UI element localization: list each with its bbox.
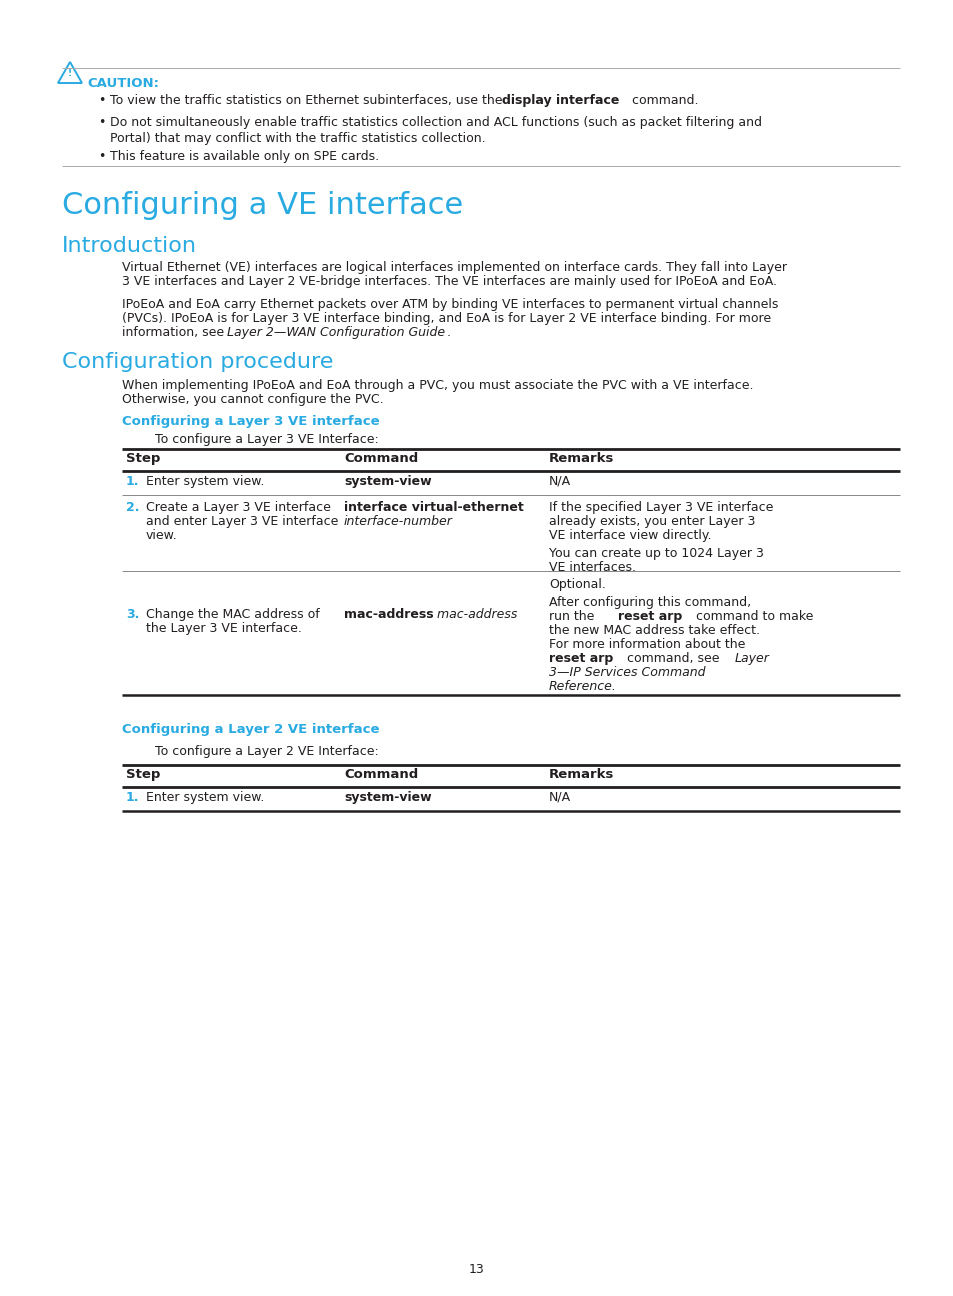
Text: system-view: system-view bbox=[344, 791, 431, 804]
Text: already exists, you enter Layer 3: already exists, you enter Layer 3 bbox=[548, 515, 755, 527]
Text: Reference.: Reference. bbox=[548, 680, 617, 693]
Text: N/A: N/A bbox=[548, 476, 571, 489]
Text: Portal) that may conflict with the traffic statistics collection.: Portal) that may conflict with the traff… bbox=[110, 132, 485, 145]
Text: Create a Layer 3 VE interface: Create a Layer 3 VE interface bbox=[146, 502, 331, 515]
Text: Command: Command bbox=[344, 452, 417, 465]
Text: For more information about the: For more information about the bbox=[548, 638, 744, 651]
Text: Layer: Layer bbox=[734, 652, 769, 665]
Text: •: • bbox=[98, 117, 105, 130]
Text: interface virtual-ethernet: interface virtual-ethernet bbox=[344, 502, 523, 515]
Text: .: . bbox=[447, 327, 451, 340]
Text: Command: Command bbox=[344, 769, 417, 781]
Text: 2.: 2. bbox=[126, 502, 139, 515]
Text: command to make: command to make bbox=[691, 610, 813, 623]
Text: •: • bbox=[98, 150, 105, 163]
Text: •: • bbox=[98, 95, 105, 108]
Text: Optional.: Optional. bbox=[548, 578, 605, 591]
Text: Introduction: Introduction bbox=[62, 236, 196, 257]
Text: VE interfaces.: VE interfaces. bbox=[548, 561, 636, 574]
Text: To configure a Layer 3 VE Interface:: To configure a Layer 3 VE Interface: bbox=[154, 433, 378, 446]
Text: Change the MAC address of: Change the MAC address of bbox=[146, 608, 319, 621]
Text: mac-address: mac-address bbox=[433, 608, 517, 621]
Text: reset arp: reset arp bbox=[548, 652, 613, 665]
Text: VE interface view directly.: VE interface view directly. bbox=[548, 529, 711, 542]
Text: command.: command. bbox=[627, 95, 698, 108]
Text: After configuring this command,: After configuring this command, bbox=[548, 596, 750, 609]
Text: Virtual Ethernet (VE) interfaces are logical interfaces implemented on interface: Virtual Ethernet (VE) interfaces are log… bbox=[122, 260, 786, 273]
Text: system-view: system-view bbox=[344, 476, 431, 489]
Text: Do not simultaneously enable traffic statistics collection and ACL functions (su: Do not simultaneously enable traffic sta… bbox=[110, 117, 761, 130]
Text: Layer 2—WAN Configuration Guide: Layer 2—WAN Configuration Guide bbox=[227, 327, 445, 340]
Text: N/A: N/A bbox=[548, 791, 571, 804]
Text: To configure a Layer 2 VE Interface:: To configure a Layer 2 VE Interface: bbox=[154, 745, 378, 758]
Text: Enter system view.: Enter system view. bbox=[146, 476, 264, 489]
Text: interface-number: interface-number bbox=[344, 515, 453, 527]
Text: information, see: information, see bbox=[122, 327, 228, 340]
Text: view.: view. bbox=[146, 529, 177, 542]
Text: reset arp: reset arp bbox=[618, 610, 681, 623]
Text: run the: run the bbox=[548, 610, 598, 623]
Text: You can create up to 1024 Layer 3: You can create up to 1024 Layer 3 bbox=[548, 547, 763, 560]
Text: Step: Step bbox=[126, 452, 160, 465]
Text: 3—IP Services Command: 3—IP Services Command bbox=[548, 666, 705, 679]
Text: CAUTION:: CAUTION: bbox=[87, 76, 159, 89]
Text: Enter system view.: Enter system view. bbox=[146, 791, 264, 804]
Text: the new MAC address take effect.: the new MAC address take effect. bbox=[548, 623, 760, 638]
Text: Configuration procedure: Configuration procedure bbox=[62, 353, 333, 372]
Text: Configuring a Layer 3 VE interface: Configuring a Layer 3 VE interface bbox=[122, 415, 379, 428]
Text: the Layer 3 VE interface.: the Layer 3 VE interface. bbox=[146, 622, 301, 635]
Text: 1.: 1. bbox=[126, 476, 139, 489]
Text: Configuring a VE interface: Configuring a VE interface bbox=[62, 191, 463, 220]
Text: display interface: display interface bbox=[501, 95, 618, 108]
Text: 3.: 3. bbox=[126, 608, 139, 621]
Text: Step: Step bbox=[126, 769, 160, 781]
Text: !: ! bbox=[68, 69, 72, 78]
Text: Remarks: Remarks bbox=[548, 452, 614, 465]
Text: IPoEoA and EoA carry Ethernet packets over ATM by binding VE interfaces to perma: IPoEoA and EoA carry Ethernet packets ov… bbox=[122, 298, 778, 311]
Text: If the specified Layer 3 VE interface: If the specified Layer 3 VE interface bbox=[548, 502, 773, 515]
Text: Otherwise, you cannot configure the PVC.: Otherwise, you cannot configure the PVC. bbox=[122, 393, 383, 406]
Text: command, see: command, see bbox=[622, 652, 722, 665]
Text: mac-address: mac-address bbox=[344, 608, 434, 621]
Text: (PVCs). IPoEoA is for Layer 3 VE interface binding, and EoA is for Layer 2 VE in: (PVCs). IPoEoA is for Layer 3 VE interfa… bbox=[122, 312, 770, 325]
Text: 3 VE interfaces and Layer 2 VE-bridge interfaces. The VE interfaces are mainly u: 3 VE interfaces and Layer 2 VE-bridge in… bbox=[122, 275, 776, 288]
Text: When implementing IPoEoA and EoA through a PVC, you must associate the PVC with : When implementing IPoEoA and EoA through… bbox=[122, 378, 753, 391]
Text: This feature is available only on SPE cards.: This feature is available only on SPE ca… bbox=[110, 150, 378, 163]
Text: 1.: 1. bbox=[126, 791, 139, 804]
Text: Configuring a Layer 2 VE interface: Configuring a Layer 2 VE interface bbox=[122, 723, 379, 736]
Text: and enter Layer 3 VE interface: and enter Layer 3 VE interface bbox=[146, 515, 338, 527]
Text: 13: 13 bbox=[469, 1264, 484, 1277]
Text: Remarks: Remarks bbox=[548, 769, 614, 781]
Text: To view the traffic statistics on Ethernet subinterfaces, use the: To view the traffic statistics on Ethern… bbox=[110, 95, 506, 108]
